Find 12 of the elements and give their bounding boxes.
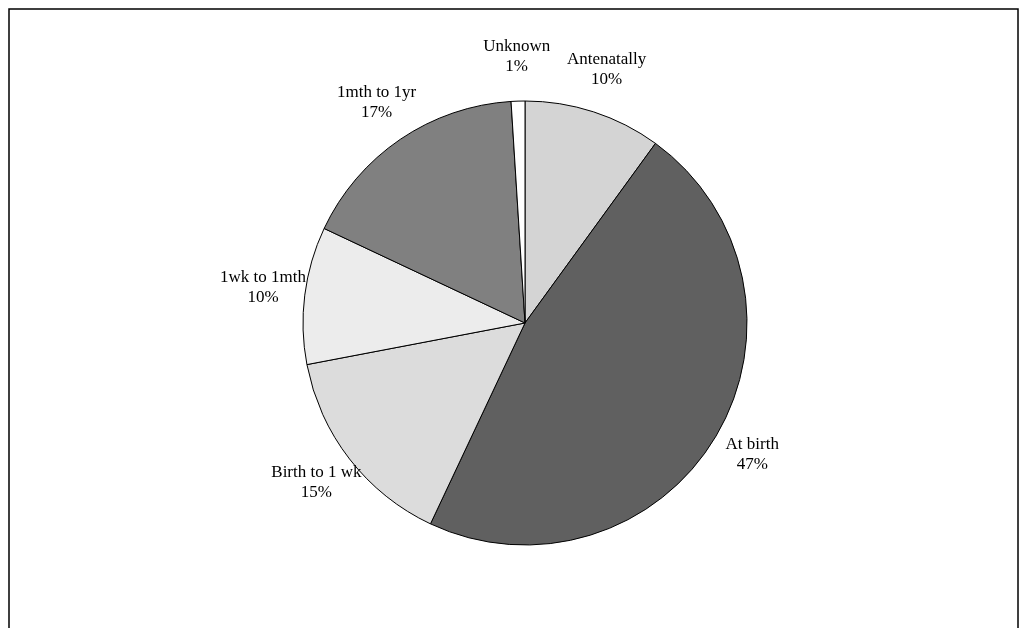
slice-label: At birth (725, 434, 780, 454)
data-label: 10% (590, 68, 623, 88)
slice-label: Antenatally (566, 48, 647, 68)
data-label: 17% (361, 101, 393, 121)
slice-label: 1mth to 1yr (336, 81, 417, 101)
data-label: 15% (300, 481, 332, 501)
slice-label: Birth to 1 wk (271, 461, 362, 481)
slice-label: Unknown (483, 36, 551, 56)
data-label: 10% (247, 286, 279, 306)
data-label: 47% (736, 454, 768, 474)
slice-label: 1wk to 1mth (220, 266, 307, 286)
data-label: 1% (505, 56, 529, 76)
